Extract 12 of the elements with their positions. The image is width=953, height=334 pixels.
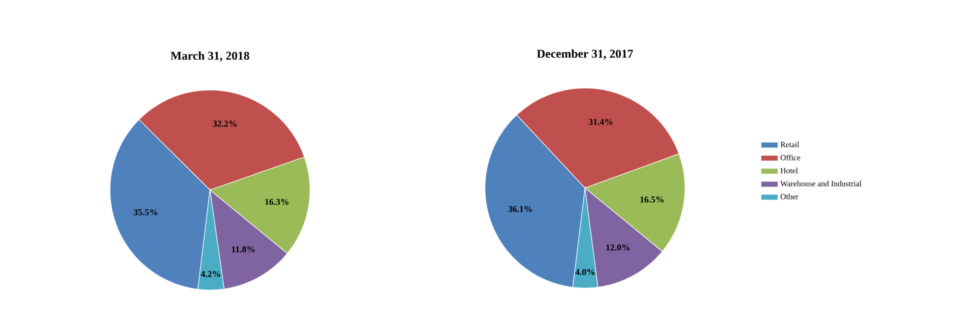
data-label: 32.2% <box>213 120 237 127</box>
data-label: 31.4% <box>588 118 612 125</box>
chart-title: December 31, 2017 <box>536 49 634 60</box>
data-label: 4.0% <box>575 268 595 276</box>
data-label: 16.3% <box>265 198 288 205</box>
data-label: 16.5% <box>640 196 664 203</box>
data-label: 11.8% <box>232 246 255 252</box>
data-label: 4.2% <box>200 270 220 278</box>
data-label: 12.0% <box>606 244 630 251</box>
chart-title: March 31, 2018 <box>170 51 250 62</box>
data-label: 36.1% <box>508 206 532 212</box>
data-label: 35.5% <box>134 209 158 216</box>
